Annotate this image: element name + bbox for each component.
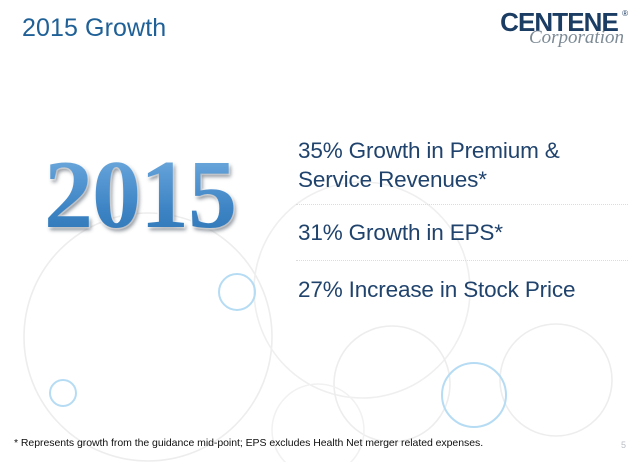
decorative-circle bbox=[49, 379, 77, 407]
logo-subword: Corporation bbox=[528, 27, 624, 48]
decorative-circle bbox=[499, 323, 613, 437]
page-number: 5 bbox=[620, 440, 626, 450]
highlights-list: 35% Growth in Premium & Service Revenues… bbox=[296, 132, 628, 308]
hero-year: 2015 bbox=[44, 141, 237, 249]
list-divider bbox=[296, 259, 628, 261]
list-item: 27% Increase in Stock Price bbox=[298, 276, 576, 302]
centene-logo: CENTENE ® Corporation bbox=[472, 6, 632, 50]
page-title: 2015 Growth bbox=[22, 14, 167, 42]
footnote: * Represents growth from the guidance mi… bbox=[14, 437, 484, 449]
decorative-circle bbox=[271, 383, 365, 462]
decorative-circle bbox=[441, 362, 507, 428]
registered-trademark-icon: ® bbox=[622, 9, 628, 18]
list-divider bbox=[296, 203, 628, 205]
logo-wordmark: CENTENE bbox=[500, 7, 619, 37]
decorative-circle bbox=[218, 273, 256, 311]
list-item: 35% Growth in Premium & Service Revenues… bbox=[298, 138, 560, 193]
decorative-circle bbox=[23, 212, 273, 462]
decorative-circle bbox=[333, 325, 451, 443]
list-item: 31% Growth in EPS* bbox=[298, 219, 503, 245]
